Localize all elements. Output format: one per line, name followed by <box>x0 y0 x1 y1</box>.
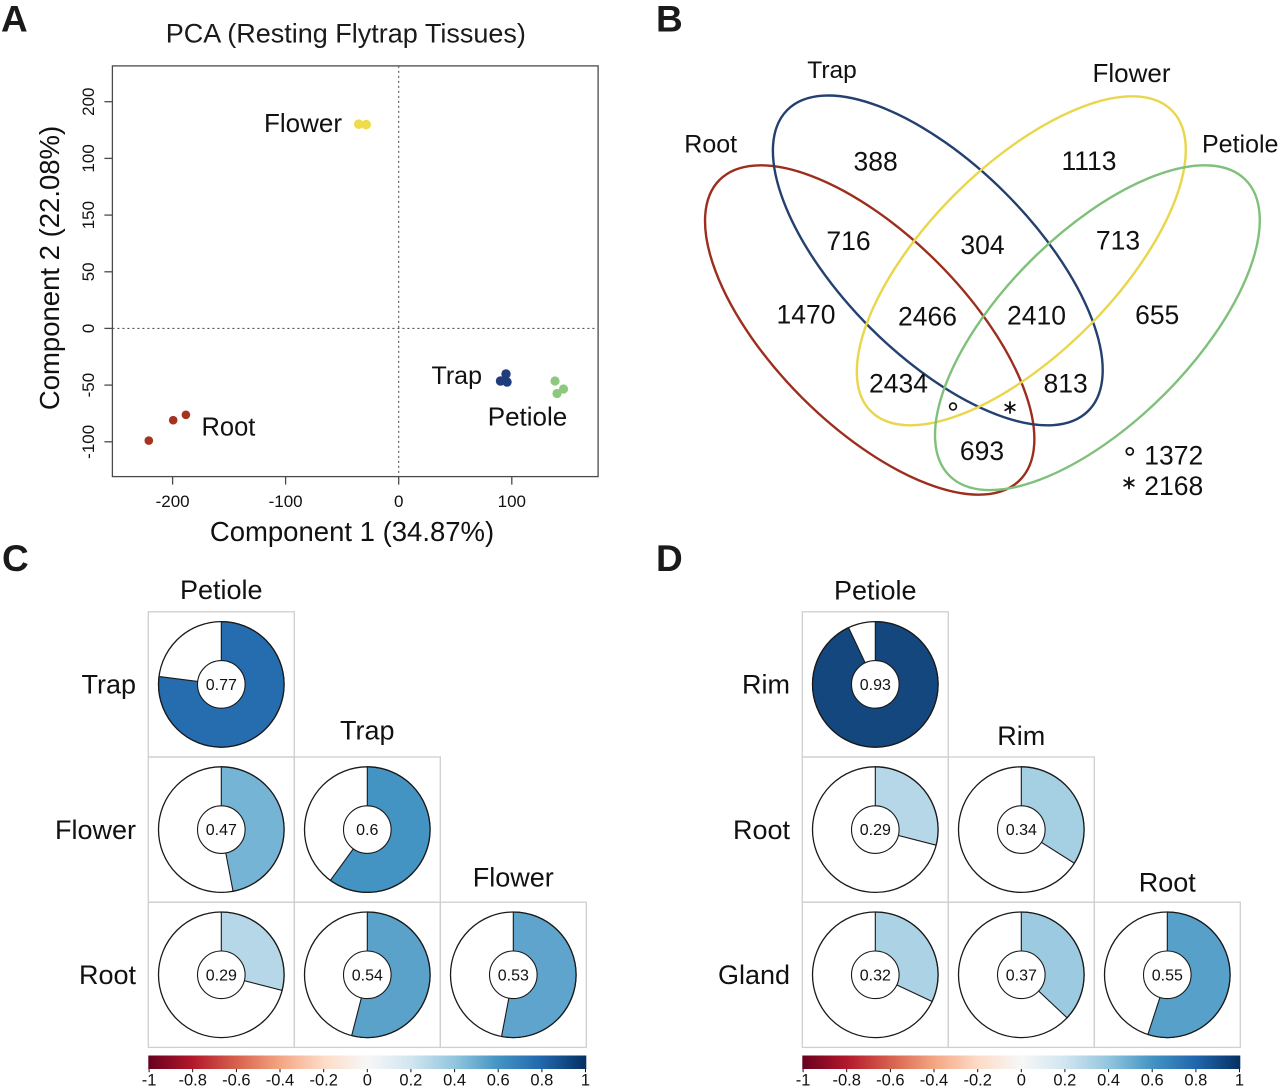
svg-text:655: 655 <box>1135 300 1179 330</box>
svg-text:2410: 2410 <box>1007 301 1066 331</box>
svg-text:B: B <box>656 0 683 40</box>
svg-text:Root: Root <box>684 130 737 158</box>
svg-text:Flower: Flower <box>264 108 342 138</box>
svg-text:PCA (Resting Flytrap Tissues): PCA (Resting Flytrap Tissues) <box>166 19 526 49</box>
svg-text:0.8: 0.8 <box>1184 1072 1207 1088</box>
svg-text:-0.8: -0.8 <box>832 1072 860 1088</box>
svg-text:Root: Root <box>79 960 137 990</box>
svg-text:1113: 1113 <box>1061 146 1116 176</box>
svg-text:Gland: Gland <box>718 960 790 990</box>
svg-text:0.2: 0.2 <box>1053 1072 1076 1088</box>
svg-text:Flower: Flower <box>473 862 554 892</box>
svg-text:813: 813 <box>1043 368 1087 398</box>
svg-text:2466: 2466 <box>898 302 957 332</box>
svg-text:Trap: Trap <box>432 362 482 390</box>
svg-text:Component 1 (34.87%): Component 1 (34.87%) <box>210 516 494 547</box>
svg-text:150: 150 <box>79 201 98 229</box>
svg-text:A: A <box>1 0 28 40</box>
svg-text:100: 100 <box>79 144 98 172</box>
svg-text:388: 388 <box>853 147 897 177</box>
svg-text:-0.4: -0.4 <box>266 1072 294 1088</box>
svg-text:Trap: Trap <box>81 670 136 700</box>
svg-text:0.4: 0.4 <box>443 1072 466 1088</box>
svg-text:Flower: Flower <box>1092 58 1170 88</box>
svg-text:-0.2: -0.2 <box>963 1072 991 1088</box>
svg-text:200: 200 <box>79 88 98 116</box>
svg-text:Petiole: Petiole <box>1202 131 1278 159</box>
svg-text:Flower: Flower <box>55 815 136 845</box>
svg-text:0: 0 <box>363 1072 372 1088</box>
svg-text:-1: -1 <box>142 1072 157 1088</box>
svg-text:1: 1 <box>581 1072 590 1088</box>
svg-text:713: 713 <box>1096 226 1140 256</box>
svg-text:693: 693 <box>960 436 1004 466</box>
svg-text:Rim: Rim <box>997 721 1045 751</box>
svg-text:Root: Root <box>202 413 256 441</box>
svg-text:0.8: 0.8 <box>530 1072 553 1088</box>
svg-text:-50: -50 <box>79 373 98 398</box>
svg-text:0.93: 0.93 <box>860 677 891 694</box>
svg-text:Component 2 (22.08%): Component 2 (22.08%) <box>34 126 65 410</box>
svg-text:-100: -100 <box>79 425 98 459</box>
svg-text:0.53: 0.53 <box>498 967 529 984</box>
svg-text:100: 100 <box>498 492 526 511</box>
svg-text:Petiole: Petiole <box>488 402 568 432</box>
svg-text:0.6: 0.6 <box>487 1072 510 1088</box>
svg-text:2168: 2168 <box>1144 471 1203 501</box>
svg-text:0: 0 <box>79 324 98 333</box>
svg-text:Trap: Trap <box>340 715 395 745</box>
svg-text:-200: -200 <box>156 492 190 511</box>
svg-text:0.34: 0.34 <box>1006 822 1037 839</box>
svg-text:-0.6: -0.6 <box>222 1072 250 1088</box>
svg-text:Petiole: Petiole <box>834 576 917 606</box>
svg-text:0.4: 0.4 <box>1097 1072 1120 1088</box>
svg-text:-100: -100 <box>269 492 303 511</box>
svg-text:D: D <box>656 538 683 579</box>
svg-text:0.47: 0.47 <box>206 822 237 839</box>
svg-text:0.29: 0.29 <box>206 967 237 984</box>
svg-text:0.54: 0.54 <box>352 967 383 984</box>
svg-text:0.55: 0.55 <box>1152 967 1183 984</box>
svg-text:1: 1 <box>1235 1072 1244 1088</box>
svg-text:-0.2: -0.2 <box>309 1072 337 1088</box>
svg-text:50: 50 <box>79 262 98 281</box>
svg-text:1372: 1372 <box>1144 441 1203 471</box>
svg-text:0.77: 0.77 <box>206 677 237 694</box>
svg-text:-0.4: -0.4 <box>920 1072 948 1088</box>
svg-text:2434: 2434 <box>869 369 928 399</box>
svg-text:Petiole: Petiole <box>180 575 263 605</box>
svg-text:0.37: 0.37 <box>1006 967 1037 984</box>
svg-text:0.6: 0.6 <box>356 822 378 839</box>
svg-text:0: 0 <box>394 492 403 511</box>
svg-text:716: 716 <box>826 226 870 256</box>
svg-text:-0.6: -0.6 <box>876 1072 904 1088</box>
svg-text:0.29: 0.29 <box>860 822 891 839</box>
svg-text:304: 304 <box>960 230 1004 260</box>
svg-text:Root: Root <box>733 815 791 845</box>
svg-text:0.6: 0.6 <box>1141 1072 1164 1088</box>
svg-text:0.32: 0.32 <box>860 967 891 984</box>
svg-text:-0.8: -0.8 <box>178 1072 206 1088</box>
svg-text:Trap: Trap <box>807 57 856 84</box>
svg-text:-1: -1 <box>796 1072 811 1088</box>
svg-text:1470: 1470 <box>777 299 836 329</box>
svg-text:C: C <box>2 538 29 579</box>
svg-text:0: 0 <box>1017 1072 1026 1088</box>
svg-text:Rim: Rim <box>742 670 790 700</box>
svg-text:0.2: 0.2 <box>399 1072 422 1088</box>
svg-text:Root: Root <box>1139 868 1197 898</box>
